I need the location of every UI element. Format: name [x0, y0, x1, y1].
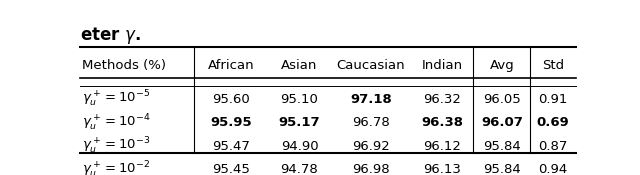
Text: 95.17: 95.17 — [278, 116, 320, 129]
Text: 94.78: 94.78 — [280, 163, 318, 175]
Text: eter $\gamma$.: eter $\gamma$. — [80, 25, 141, 46]
Text: 96.13: 96.13 — [423, 163, 461, 175]
Text: $\gamma_u^+ = 10^{-3}$: $\gamma_u^+ = 10^{-3}$ — [83, 136, 151, 156]
Text: $\gamma_u^+ = 10^{-4}$: $\gamma_u^+ = 10^{-4}$ — [83, 113, 151, 133]
Text: 94.90: 94.90 — [281, 140, 318, 153]
Text: 0.87: 0.87 — [538, 140, 568, 153]
Text: 96.38: 96.38 — [421, 116, 463, 129]
Text: Caucasian: Caucasian — [337, 59, 405, 72]
Text: 95.84: 95.84 — [483, 140, 521, 153]
Text: 97.18: 97.18 — [350, 93, 392, 106]
Text: 0.94: 0.94 — [539, 163, 568, 175]
Text: Avg: Avg — [490, 59, 515, 72]
Text: Asian: Asian — [282, 59, 317, 72]
Text: 0.91: 0.91 — [538, 93, 568, 106]
Text: African: African — [208, 59, 254, 72]
Text: Indian: Indian — [422, 59, 463, 72]
Text: 96.12: 96.12 — [423, 140, 461, 153]
Text: 96.05: 96.05 — [483, 93, 521, 106]
Text: 95.45: 95.45 — [212, 163, 250, 175]
Text: 96.32: 96.32 — [423, 93, 461, 106]
Text: 96.98: 96.98 — [352, 163, 390, 175]
Text: 95.60: 95.60 — [212, 93, 250, 106]
Text: 95.95: 95.95 — [211, 116, 252, 129]
Text: 95.10: 95.10 — [280, 93, 319, 106]
Text: $\gamma_u^+ = 10^{-2}$: $\gamma_u^+ = 10^{-2}$ — [83, 160, 150, 175]
Text: $\gamma_u^+ = 10^{-5}$: $\gamma_u^+ = 10^{-5}$ — [83, 89, 150, 109]
Text: 96.78: 96.78 — [352, 116, 390, 129]
Text: 95.84: 95.84 — [483, 163, 521, 175]
Text: 96.07: 96.07 — [481, 116, 523, 129]
Text: 96.92: 96.92 — [352, 140, 390, 153]
Text: Std: Std — [542, 59, 564, 72]
Text: 0.69: 0.69 — [537, 116, 570, 129]
Text: 95.47: 95.47 — [212, 140, 250, 153]
Text: Methods (%): Methods (%) — [83, 59, 166, 72]
